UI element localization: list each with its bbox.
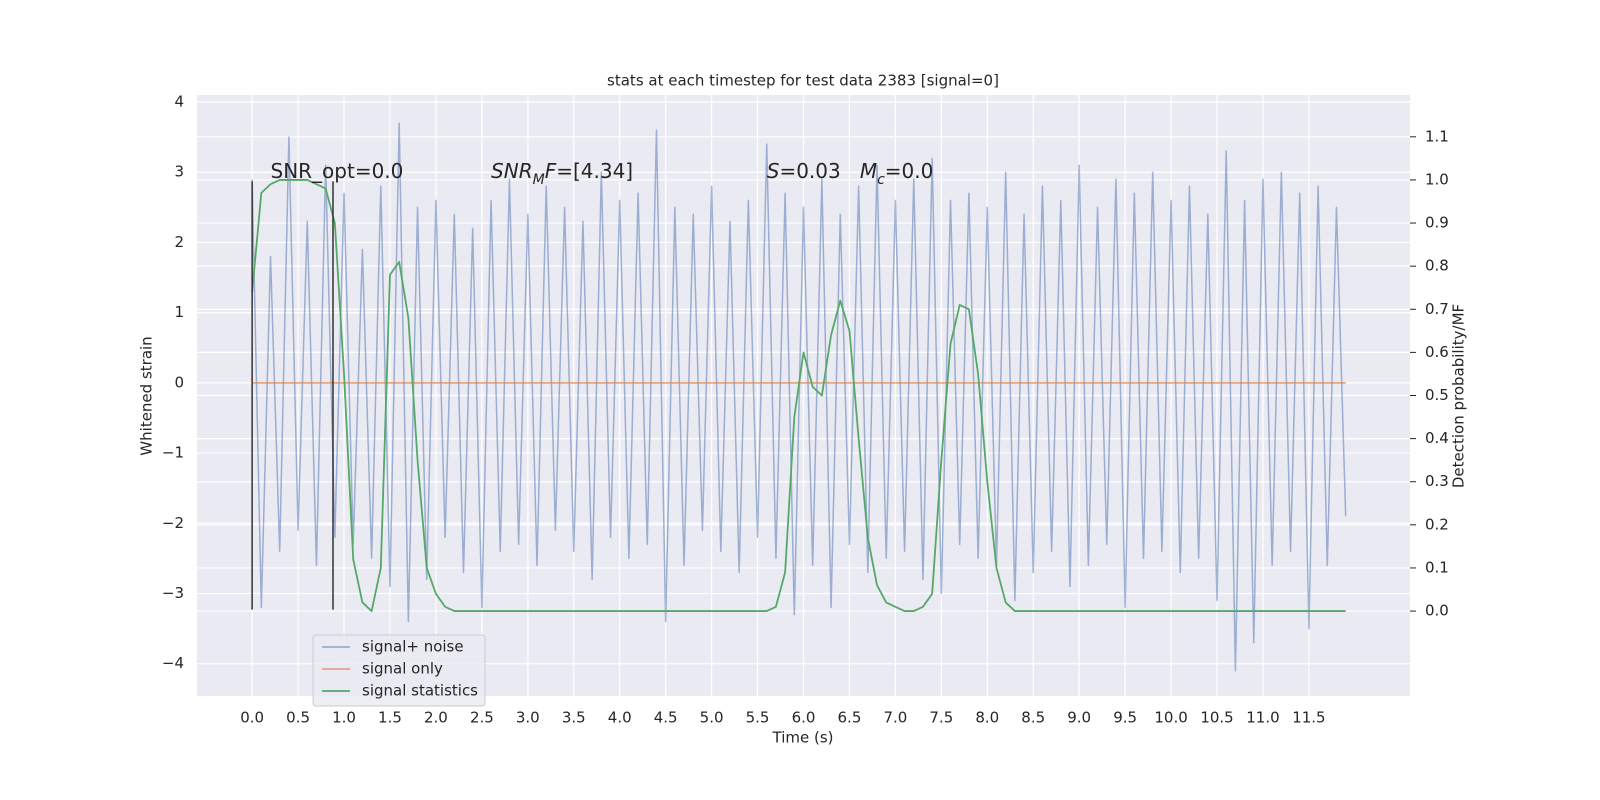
y2-tick-label: 0.5 <box>1425 386 1449 404</box>
x-tick-label: 11.0 <box>1246 709 1279 727</box>
annotation-part: =0.03 <box>779 159 859 183</box>
y2-tick-label: 0.1 <box>1425 558 1449 576</box>
y2-tick-label: 1.0 <box>1425 170 1449 188</box>
x-tick-label: 3.5 <box>562 709 586 727</box>
x-tick-label: 1.0 <box>332 709 356 727</box>
y-tick-label: 3 <box>174 163 184 181</box>
annotation-part: =[4.34] <box>556 159 633 183</box>
y-tick-label: 1 <box>174 303 184 321</box>
y2-tick-label: 0.8 <box>1425 257 1449 275</box>
annotation-part: SNR_opt=0.0 <box>271 159 404 183</box>
annotation: S=0.03 Mc=0.0 <box>767 159 934 189</box>
x-tick-label: 0.0 <box>240 709 264 727</box>
y2-tick-label: 1.1 <box>1425 127 1449 145</box>
x-axis-label: Time (s) <box>772 729 834 747</box>
x-tick-label: 8.0 <box>975 709 999 727</box>
y2-tick-label: 0.7 <box>1425 300 1449 318</box>
annotation-part: F <box>545 159 557 183</box>
y2-tick-label: 0.2 <box>1425 515 1449 533</box>
legend-label: signal+ noise <box>362 638 464 656</box>
x-tick-label: 11.5 <box>1292 709 1325 727</box>
y2-tick-label: 0.3 <box>1425 472 1449 490</box>
x-tick-label: 5.0 <box>700 709 724 727</box>
series-line <box>251 179 1346 612</box>
legend-label: signal statistics <box>362 682 478 700</box>
x-tick-label: 10.5 <box>1200 709 1233 727</box>
y2-tick-label: 0.9 <box>1425 214 1449 232</box>
x-tick-label: 7.0 <box>883 709 907 727</box>
annotation-part: M <box>533 172 545 188</box>
y-tick-label: 2 <box>174 233 184 251</box>
x-tick-label: 8.5 <box>1021 709 1045 727</box>
y-tick-label: −4 <box>162 654 184 672</box>
legend-box <box>312 634 486 707</box>
x-tick-label: 7.5 <box>929 709 953 727</box>
annotation-part: c <box>877 172 885 188</box>
annotation: SNR_opt=0.0 <box>271 159 404 183</box>
y-tick-label: 4 <box>174 93 184 111</box>
x-tick-label: 2.0 <box>424 709 448 727</box>
annotation-part: S <box>767 159 780 183</box>
y-tick-label: −3 <box>162 584 184 602</box>
x-tick-label: 1.5 <box>378 709 402 727</box>
x-tick-label: 0.5 <box>286 709 310 727</box>
x-tick-label: 9.0 <box>1067 709 1091 727</box>
annotation: SNRMF=[4.34] <box>491 159 633 189</box>
y2-axis-label: Detection probability/MF <box>1450 304 1468 488</box>
chart-title: stats at each timestep for test data 238… <box>607 72 999 90</box>
x-tick-label: 3.0 <box>516 709 540 727</box>
legend: signal+ noise signal only signal statistic… <box>312 634 486 707</box>
annotation-part: =0.0 <box>885 159 934 183</box>
y-axis-label: Whitened strain <box>138 336 156 455</box>
y-tick-label: −1 <box>162 444 184 462</box>
y-tick-label: −2 <box>162 514 184 532</box>
x-tick-label: 9.5 <box>1113 709 1137 727</box>
x-tick-label: 2.5 <box>470 709 494 727</box>
x-tick-label: 5.5 <box>746 709 770 727</box>
annotation-part: M <box>860 159 877 183</box>
y2-tick-label: 0.6 <box>1425 343 1449 361</box>
annotation-part: SNR <box>491 159 533 183</box>
x-tick-label: 6.0 <box>792 709 816 727</box>
y-tick-label: 0 <box>174 373 184 391</box>
y2-tick-label: 0.0 <box>1425 602 1449 620</box>
series-line <box>251 122 1347 672</box>
x-tick-label: 4.5 <box>654 709 678 727</box>
x-tick-label: 10.0 <box>1154 709 1187 727</box>
x-tick-label: 4.0 <box>608 709 632 727</box>
x-tick-label: 6.5 <box>838 709 862 727</box>
y2-tick-label: 0.4 <box>1425 429 1449 447</box>
legend-label: signal only <box>362 660 443 678</box>
